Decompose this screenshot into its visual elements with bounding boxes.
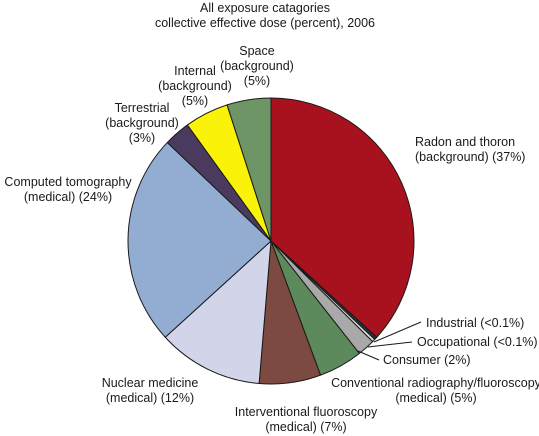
slice-label: Industrial (<0.1%)	[426, 316, 524, 330]
slice-label: Interventional fluoroscopy (medical) (7%)	[235, 405, 378, 434]
slice-label-line: (5%)	[244, 74, 270, 88]
pie-slice	[270, 97, 415, 338]
slice-label: Space (background) (5%)	[220, 44, 294, 88]
slice-label-line: (5%)	[182, 94, 208, 108]
slice-label: Terrestrial (background) (3%)	[105, 101, 179, 145]
slice-label-line: (medical) (12%)	[106, 391, 194, 405]
slice-label-line: (medical) (5%)	[395, 391, 476, 405]
slice-label: Conventional radiography/fluoroscopy (med…	[331, 376, 539, 405]
slice-label-line: (medical) (7%)	[265, 420, 346, 434]
slice-label-line: Computed tomography	[4, 175, 132, 189]
slice-label-line: Nuclear medicine	[102, 376, 199, 390]
pie-slice	[164, 240, 272, 384]
slice-label: Radon and thoron (background) (37%)	[415, 135, 525, 164]
leader-line	[367, 341, 413, 348]
slice-label-line: (background) (37%)	[415, 150, 525, 164]
slice-label-line: (medical) (24%)	[24, 190, 112, 204]
slice-label: Nuclear medicine (medical) (12%)	[102, 376, 199, 405]
slice-labels: Radon and thoron (background) (37%) Indust…	[4, 44, 539, 434]
pie-slice	[226, 97, 272, 242]
slice-label-line: Occupational (<0.1%)	[417, 335, 538, 349]
slice-label-line: (3%)	[129, 131, 155, 145]
slice-label: Internal (background) (5%)	[158, 64, 232, 108]
slice-label-line: (background)	[158, 79, 232, 93]
slice-label-line: (background)	[105, 116, 179, 130]
slice-label-line: Conventional radiography/fluoroscopy	[331, 376, 539, 390]
leader-line	[357, 350, 380, 361]
slice-label-line: Industrial (<0.1%)	[426, 316, 524, 330]
leader-lines	[357, 321, 422, 361]
slice-label: Consumer (2%)	[383, 353, 471, 367]
chart-subtitle: collective effective dose (percent), 200…	[155, 16, 375, 30]
slice-label: Occupational (<0.1%)	[417, 335, 538, 349]
slice-label-line: Internal	[174, 64, 216, 78]
slice-label-line: Consumer (2%)	[383, 353, 471, 367]
slice-label-line: Space	[239, 44, 274, 58]
chart-title: All exposure catagories	[200, 1, 330, 15]
slice-label-line: Radon and thoron	[415, 135, 515, 149]
slice-label: Computed tomography (medical) (24%)	[4, 175, 132, 204]
slice-label-line: Interventional fluoroscopy	[235, 405, 378, 419]
pie-slices	[127, 97, 415, 385]
slice-label-line: Terrestrial	[115, 101, 170, 115]
leader-line	[373, 321, 422, 343]
slice-label-line: (background)	[220, 59, 294, 73]
pie-slice	[127, 142, 272, 338]
